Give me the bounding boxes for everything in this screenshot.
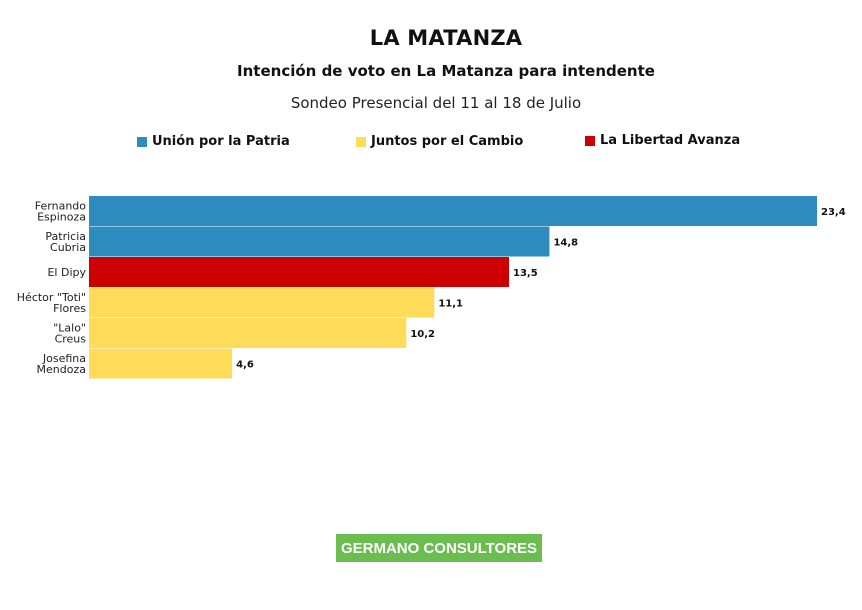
- bar: [89, 287, 435, 318]
- source-badge: GERMANO CONSULTORES: [336, 534, 542, 562]
- bar-value-label: 14,8: [553, 238, 578, 249]
- bar: [89, 257, 509, 287]
- legend-label: La Libertad Avanza: [600, 133, 741, 148]
- category-label: Flores: [53, 302, 86, 315]
- chart-title: LA MATANZA: [369, 26, 523, 50]
- chart-subtitle: Intención de voto en La Matanza para int…: [237, 62, 655, 80]
- category-label: Fernando: [35, 200, 86, 213]
- category-label: Patricia: [45, 230, 86, 243]
- category-label: Josefina: [42, 352, 86, 365]
- legend-item-juntos-por-el-cambio: Juntos por el Cambio: [356, 134, 523, 149]
- category-label: Creus: [55, 333, 87, 346]
- survey-note: Sondeo Presencial del 11 al 18 de Julio: [290, 94, 582, 112]
- legend-swatch: [137, 136, 147, 147]
- bar-value-label: 13,5: [513, 268, 538, 279]
- category-label: Mendoza: [37, 363, 86, 376]
- category-label: Espinoza: [37, 211, 86, 224]
- legend-item-union-por-la-patria: Unión por la Patria: [137, 134, 290, 149]
- category-label: Cubria: [50, 241, 86, 254]
- bar: [89, 348, 233, 379]
- legend-label: Unión por la Patria: [152, 134, 290, 149]
- bar: [89, 226, 550, 257]
- legend-item-la-libertad-avanza: La Libertad Avanza: [585, 133, 740, 148]
- category-label: El Dipy: [47, 266, 86, 279]
- bar-value-label: 11,1: [438, 299, 463, 310]
- legend-swatch: [356, 136, 366, 147]
- category-label: "Lalo": [53, 322, 86, 335]
- bar-value-label: 4,6: [236, 360, 254, 371]
- bar-value-label: 23,4: [821, 207, 846, 218]
- bar-value-label: 10,2: [410, 329, 435, 340]
- legend-label: Juntos por el Cambio: [371, 134, 524, 149]
- bar: [89, 196, 817, 226]
- legend-swatch: [585, 135, 595, 146]
- bar: [89, 318, 407, 348]
- category-label: Héctor "Toti": [17, 291, 86, 304]
